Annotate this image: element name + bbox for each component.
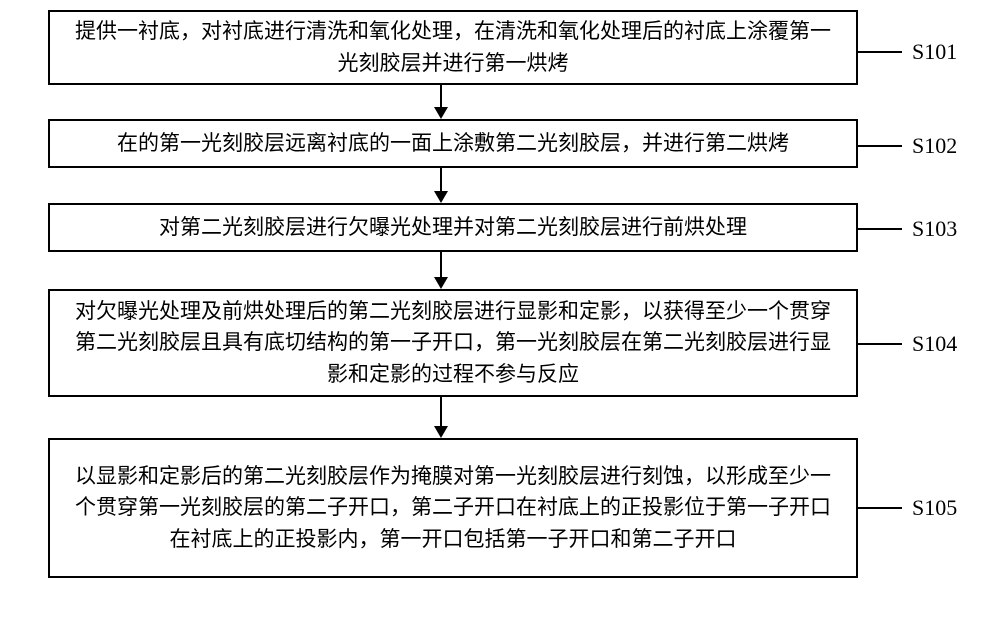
step-label-S104: S104 [912,331,957,357]
arrow-shaft [440,397,442,428]
arrow-shaft [440,252,442,279]
arrow-head-icon [434,277,448,289]
arrow-shaft [440,85,442,109]
label-connector [858,507,902,509]
label-connector [858,145,902,147]
step-box-S102: 在的第一光刻胶层远离衬底的一面上涂敷第二光刻胶层，并进行第二烘烤 [48,119,858,168]
step-text: 提供一衬底，对衬底进行清洗和氧化处理，在清洗和氧化处理后的衬底上涂覆第一光刻胶层… [70,16,836,79]
step-text: 在的第一光刻胶层远离衬底的一面上涂敷第二光刻胶层，并进行第二烘烤 [117,128,789,160]
label-connector [858,343,902,345]
step-text: 对第二光刻胶层进行欠曝光处理并对第二光刻胶层进行前烘处理 [159,212,747,244]
step-label-S101: S101 [912,39,957,65]
flowchart-canvas: 提供一衬底，对衬底进行清洗和氧化处理，在清洗和氧化处理后的衬底上涂覆第一光刻胶层… [0,0,1000,629]
label-connector [858,51,902,53]
step-box-S105: 以显影和定影后的第二光刻胶层作为掩膜对第一光刻胶层进行刻蚀，以形成至少一个贯穿第… [48,438,858,578]
step-label-S102: S102 [912,133,957,159]
step-box-S103: 对第二光刻胶层进行欠曝光处理并对第二光刻胶层进行前烘处理 [48,203,858,252]
arrow-head-icon [434,107,448,119]
step-box-S104: 对欠曝光处理及前烘处理后的第二光刻胶层进行显影和定影，以获得至少一个贯穿第二光刻… [48,289,858,397]
step-text: 对欠曝光处理及前烘处理后的第二光刻胶层进行显影和定影，以获得至少一个贯穿第二光刻… [70,296,836,391]
step-label-S103: S103 [912,216,957,242]
step-label-S105: S105 [912,495,957,521]
step-box-S101: 提供一衬底，对衬底进行清洗和氧化处理，在清洗和氧化处理后的衬底上涂覆第一光刻胶层… [48,10,858,85]
arrow-shaft [440,168,442,193]
step-text: 以显影和定影后的第二光刻胶层作为掩膜对第一光刻胶层进行刻蚀，以形成至少一个贯穿第… [70,461,836,556]
arrow-head-icon [434,426,448,438]
arrow-head-icon [434,191,448,203]
label-connector [858,228,902,230]
